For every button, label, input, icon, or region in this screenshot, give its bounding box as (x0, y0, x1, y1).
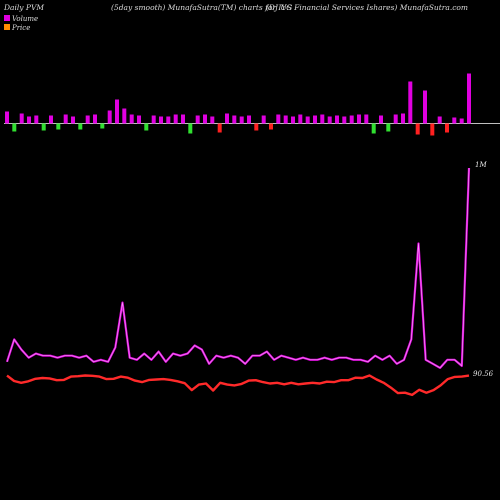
volume-bar (430, 123, 435, 136)
header-left: Daily PVM (3, 3, 44, 12)
volume-bar (144, 123, 149, 131)
volume-bar (159, 116, 163, 124)
volume-bar (364, 114, 369, 124)
volume-bar (393, 114, 398, 124)
volume-bar (283, 115, 288, 124)
volume-bar (71, 116, 75, 124)
volume-bar (34, 115, 39, 124)
series-line-volume-highlight (6, 167, 470, 369)
volume-bar (371, 123, 376, 134)
volume-bar (137, 115, 141, 124)
volume-bar (188, 123, 193, 134)
volume-bar (85, 115, 90, 124)
volume-bar (298, 114, 303, 124)
series-line-volume (5, 167, 471, 369)
volume-axis-label: 1M (475, 161, 487, 169)
volume-bar (173, 114, 178, 124)
volume-bar (327, 116, 332, 124)
volume-bar (459, 118, 464, 124)
volume-bar (401, 113, 405, 124)
series-lines (5, 167, 471, 397)
volume-bar (203, 114, 207, 124)
series-line-price (6, 374, 470, 397)
volume-bar (107, 110, 112, 124)
volume-bar (276, 114, 281, 124)
volume-bar (305, 116, 310, 124)
volume-bar (313, 115, 317, 124)
volume-bar (342, 116, 347, 124)
volume-bars (5, 73, 471, 136)
volume-bar (19, 113, 24, 124)
legend-volume-swatch (4, 15, 10, 21)
volume-bar (166, 116, 171, 124)
volume-bar (291, 116, 295, 124)
volume-bar (225, 113, 229, 124)
volume-bar (261, 115, 266, 124)
volume-bar (437, 116, 442, 124)
volume-bar (217, 123, 222, 133)
volume-bar (386, 123, 391, 132)
volume-bar (56, 123, 61, 130)
volume-bar (415, 123, 420, 135)
volume-bar (445, 123, 449, 133)
volume-bar (49, 115, 53, 124)
legend-price-swatch (4, 24, 10, 30)
volume-bar (12, 123, 17, 132)
header-mid: (5day smooth) MunafaSutra(TM) charts for… (111, 3, 292, 12)
volume-bar (151, 115, 156, 124)
volume-bar (349, 115, 354, 124)
volume-bar (41, 123, 46, 131)
volume-bar (335, 115, 339, 124)
header-right: (DJ US Financial Services Ishares) Munaf… (266, 3, 468, 12)
volume-bar (78, 123, 83, 130)
volume-bar (247, 115, 251, 124)
volume-bar (408, 81, 413, 124)
volume-bar (181, 114, 185, 124)
price-axis-label: 90.56 (473, 370, 494, 378)
volume-bar (122, 108, 127, 124)
volume-bar (254, 123, 259, 131)
legend-volume-label: Volume (12, 15, 38, 23)
volume-bar (210, 116, 215, 124)
volume-bar (357, 114, 361, 124)
volume-bar (27, 116, 31, 124)
volume-bar (100, 123, 105, 129)
volume-bar (320, 114, 325, 124)
volume-bar (5, 111, 9, 124)
volume-bar (452, 117, 457, 124)
volume-bar (232, 115, 237, 124)
volume-bar (423, 90, 427, 124)
volume-bar (63, 114, 68, 124)
volume-bar (269, 123, 273, 130)
volume-bar (239, 116, 244, 124)
volume-bar (93, 114, 97, 124)
volume-bar (115, 99, 119, 124)
volume-bar (379, 115, 383, 124)
volume-bar (129, 114, 134, 124)
legend-price-label: Price (11, 24, 30, 32)
volume-bar (195, 115, 200, 124)
volume-bar (467, 73, 471, 124)
